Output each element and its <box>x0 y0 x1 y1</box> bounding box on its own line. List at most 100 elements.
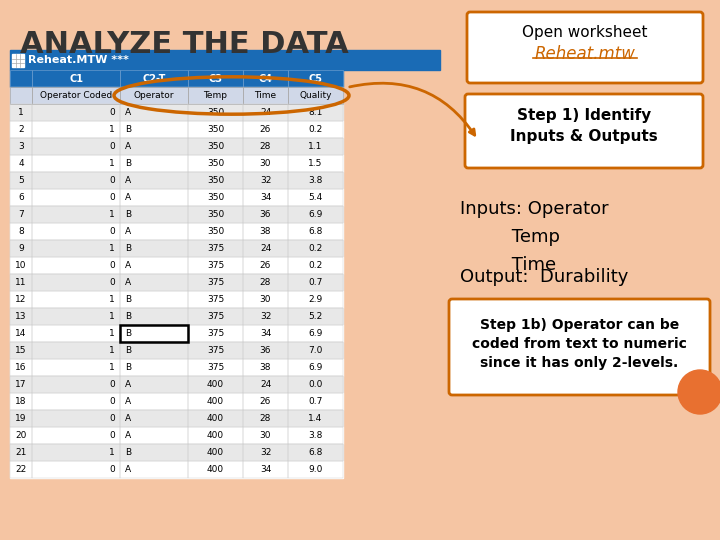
Bar <box>32 240 120 257</box>
Bar <box>32 155 120 172</box>
Bar <box>10 308 32 325</box>
Text: A: A <box>125 465 131 474</box>
Bar <box>288 240 343 257</box>
Text: 375: 375 <box>207 295 224 304</box>
Text: 13: 13 <box>15 312 27 321</box>
Text: 24: 24 <box>260 244 271 253</box>
Text: 0: 0 <box>109 108 115 117</box>
Bar <box>188 223 243 240</box>
Bar <box>120 376 188 393</box>
Bar <box>288 325 343 342</box>
Bar <box>288 393 343 410</box>
Bar <box>10 325 32 342</box>
Bar <box>188 444 243 461</box>
Bar <box>32 104 120 121</box>
Bar <box>32 257 120 274</box>
Bar <box>188 393 243 410</box>
FancyBboxPatch shape <box>449 299 710 395</box>
Bar <box>120 172 188 189</box>
Text: 6.8: 6.8 <box>308 448 323 457</box>
Bar <box>243 87 288 104</box>
Bar <box>243 325 288 342</box>
Bar <box>288 291 343 308</box>
Bar <box>188 359 243 376</box>
Bar <box>10 427 32 444</box>
Bar <box>243 359 288 376</box>
Text: B: B <box>125 329 131 338</box>
Bar <box>32 138 120 155</box>
Bar <box>243 172 288 189</box>
Bar <box>188 410 243 427</box>
Bar <box>188 325 243 342</box>
Bar <box>10 240 32 257</box>
Bar <box>120 444 188 461</box>
Bar <box>188 121 243 138</box>
Bar <box>288 223 343 240</box>
Bar <box>243 189 288 206</box>
Bar <box>243 427 288 444</box>
Bar <box>32 308 120 325</box>
Text: C2-T: C2-T <box>143 73 166 84</box>
Bar <box>188 206 243 223</box>
Bar <box>120 172 188 189</box>
Text: B: B <box>125 125 131 134</box>
Bar <box>288 172 343 189</box>
Bar <box>32 240 120 257</box>
Bar <box>120 189 188 206</box>
Bar <box>10 70 32 87</box>
Text: 375: 375 <box>207 261 224 270</box>
Text: 9.0: 9.0 <box>308 465 323 474</box>
Bar <box>243 172 288 189</box>
Text: 7.0: 7.0 <box>308 346 323 355</box>
Bar <box>10 461 32 478</box>
Bar <box>10 155 32 172</box>
Text: 6.9: 6.9 <box>308 210 323 219</box>
Bar <box>120 308 188 325</box>
Bar <box>243 121 288 138</box>
Bar <box>32 172 120 189</box>
Bar <box>10 342 32 359</box>
Text: B: B <box>125 448 131 457</box>
Text: 28: 28 <box>260 278 271 287</box>
Bar <box>10 257 32 274</box>
Bar <box>188 87 243 104</box>
Text: 34: 34 <box>260 329 271 338</box>
Text: 16: 16 <box>15 363 27 372</box>
Bar <box>10 189 32 206</box>
Text: 20: 20 <box>15 431 27 440</box>
Bar <box>288 155 343 172</box>
Bar <box>10 376 32 393</box>
Text: 375: 375 <box>207 278 224 287</box>
Bar <box>188 138 243 155</box>
Text: 11: 11 <box>15 278 27 287</box>
Bar <box>120 393 188 410</box>
Bar <box>10 393 32 410</box>
Bar <box>10 274 32 291</box>
Bar <box>288 461 343 478</box>
Bar <box>120 325 188 342</box>
Text: 2: 2 <box>18 125 24 134</box>
Bar <box>32 461 120 478</box>
Bar <box>120 291 188 308</box>
Bar <box>120 427 188 444</box>
Bar <box>120 461 188 478</box>
Bar <box>32 206 120 223</box>
Bar <box>188 427 243 444</box>
Bar <box>188 325 243 342</box>
Bar <box>120 325 188 342</box>
Text: 5.2: 5.2 <box>308 312 323 321</box>
Text: 350: 350 <box>207 125 224 134</box>
Bar <box>188 240 243 257</box>
Bar <box>10 359 32 376</box>
Text: 375: 375 <box>207 363 224 372</box>
Text: 36: 36 <box>260 210 271 219</box>
Text: B: B <box>125 295 131 304</box>
Bar <box>288 427 343 444</box>
Bar <box>288 325 343 342</box>
Text: 17: 17 <box>15 380 27 389</box>
Bar <box>288 359 343 376</box>
Bar <box>32 291 120 308</box>
Text: A: A <box>125 142 131 151</box>
Bar <box>32 410 120 427</box>
Bar <box>10 359 32 376</box>
